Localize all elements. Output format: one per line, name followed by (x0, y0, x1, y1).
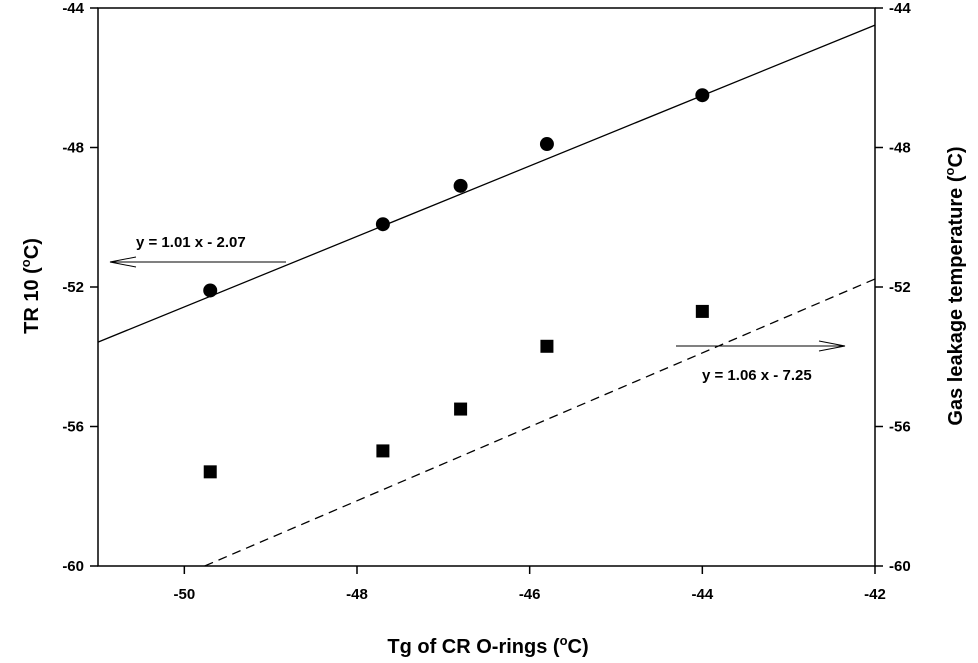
fit-line-2 (204, 278, 876, 567)
data-point-square (454, 402, 468, 416)
y-right-tick-label: -52 (889, 279, 911, 296)
data-points-layer (203, 88, 710, 479)
y-left-tick-label: -60 (62, 558, 84, 575)
data-point-square (695, 304, 709, 318)
data-point-circle (375, 217, 390, 232)
y-right-tick-label: -48 (889, 140, 911, 157)
data-point-square (203, 465, 217, 479)
y-left-tick-label: -48 (62, 140, 84, 157)
data-point-circle (203, 283, 218, 298)
y-left-tick-label: -52 (62, 279, 84, 296)
x-tick-label: -42 (864, 586, 886, 603)
x-tick-label: -50 (173, 586, 195, 603)
x-tick-label: -44 (691, 586, 713, 603)
x-tick-label: -46 (519, 586, 541, 603)
ticks-layer: -50 -48 -46 -44 -42-60-56-52-48-44-60-56-52-… (62, 0, 911, 603)
y-left-tick-label: -56 (62, 419, 84, 436)
equation-label-2: y = 1.06 x - 7.25 (702, 367, 812, 384)
fit-lines-layer (97, 24, 876, 567)
y-axis-left-title: TR 10 (oC) (18, 238, 43, 334)
arrow-1-head (109, 256, 137, 268)
arrow-2-head (818, 340, 846, 352)
data-point-circle (539, 137, 554, 152)
y-right-tick-label: -44 (889, 0, 911, 17)
annotations-layer: y = 1.01 x - 2.07 y = 1.06 x - 7.25 (109, 234, 846, 384)
x-tick-label: -48 (346, 586, 368, 603)
x-axis-title: Tg of CR O-rings (oC) (387, 633, 588, 658)
data-point-circle (695, 88, 710, 103)
data-point-square (376, 444, 390, 458)
y-right-tick-label: -60 (889, 558, 911, 575)
data-point-circle (453, 178, 468, 193)
y-axis-right-title: Gas leakage temperature (oC) (942, 146, 967, 425)
equation-label-1: y = 1.01 x - 2.07 (136, 234, 246, 251)
fit-line-1 (97, 24, 876, 343)
data-point-square (540, 339, 554, 353)
y-right-tick-label: -56 (889, 419, 911, 436)
y-left-tick-label: -44 (62, 0, 84, 17)
